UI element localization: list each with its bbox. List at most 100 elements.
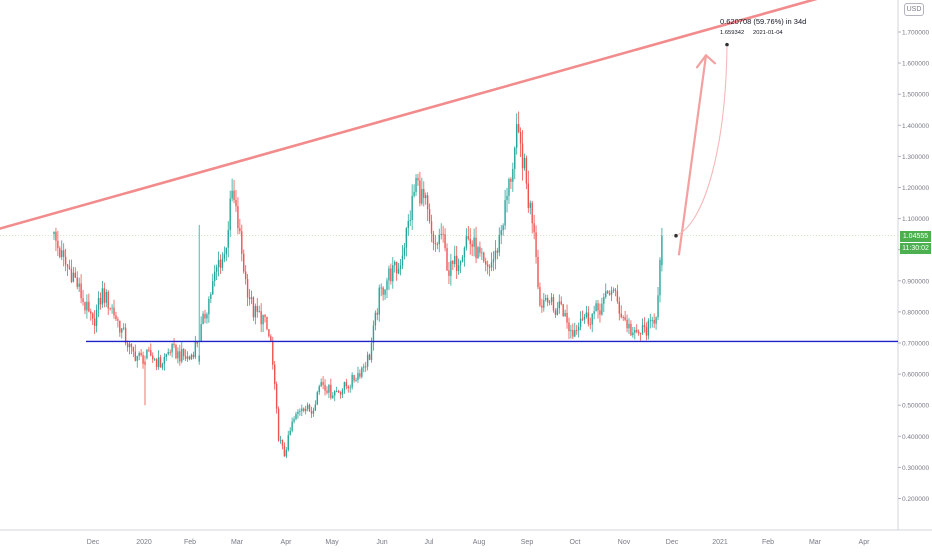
candle-body <box>266 317 268 330</box>
candle <box>641 318 644 335</box>
candle <box>320 378 322 387</box>
candle-body <box>146 349 148 359</box>
candle-body <box>574 330 576 337</box>
x-tick-label: Sep <box>521 539 534 546</box>
candle <box>84 301 86 314</box>
candle-body <box>192 354 195 358</box>
candle-body <box>57 240 59 249</box>
candle <box>587 306 590 327</box>
candle <box>428 203 431 224</box>
candle-body <box>516 124 518 148</box>
candle-body <box>270 336 272 341</box>
candle-body <box>126 343 129 348</box>
candle-body <box>618 301 621 314</box>
x-tick-label: Aug <box>473 539 486 546</box>
candle <box>258 305 260 313</box>
candle-body <box>198 355 200 362</box>
candle <box>347 385 349 393</box>
candle-body <box>386 280 388 290</box>
candle <box>221 252 224 271</box>
candle-body <box>219 259 222 268</box>
candle-body <box>636 329 638 332</box>
candle-body <box>258 311 260 312</box>
candle-body <box>581 318 584 320</box>
candle <box>525 155 528 190</box>
candle-body <box>612 289 615 291</box>
candle-body <box>279 439 282 441</box>
candle-body <box>260 311 262 325</box>
candle <box>122 323 125 331</box>
candle-body <box>639 333 642 334</box>
candle-body <box>616 290 619 302</box>
candle-body <box>349 387 351 389</box>
candle-body <box>395 261 398 274</box>
candle-body <box>204 313 206 319</box>
candle-body <box>95 309 98 326</box>
candle <box>175 343 177 360</box>
candle-body <box>423 189 425 198</box>
candle <box>574 322 576 337</box>
candle-body <box>184 356 187 359</box>
candle-body <box>297 411 299 414</box>
candle-body <box>461 257 464 262</box>
candle <box>217 251 220 277</box>
candle <box>546 294 549 307</box>
candle-body <box>235 200 237 207</box>
candle-body <box>597 303 599 311</box>
candle <box>455 245 458 279</box>
candle <box>378 284 380 322</box>
candle-body <box>124 327 127 344</box>
candle-body <box>370 343 373 360</box>
candle-body <box>293 419 295 422</box>
candle-body <box>399 265 402 269</box>
x-tick-label: 2021 <box>712 539 728 546</box>
candle <box>183 348 185 360</box>
candle <box>241 224 243 262</box>
y-tick-label: 0.800000 <box>902 309 929 316</box>
candle-body <box>206 314 208 319</box>
candle-body <box>568 322 570 332</box>
candle-body <box>99 297 102 305</box>
currency-badge[interactable]: USD <box>904 3 924 16</box>
candle-body <box>132 347 135 352</box>
candle <box>351 372 353 390</box>
candle <box>483 251 485 263</box>
candle-body <box>637 331 640 334</box>
candle-body <box>316 392 318 405</box>
candle <box>66 263 69 277</box>
candle-body <box>301 408 303 411</box>
candle <box>637 329 640 336</box>
candle-body <box>519 131 522 144</box>
candle-body <box>643 325 646 327</box>
candle <box>169 349 171 356</box>
candle <box>270 334 272 342</box>
candle <box>508 177 510 204</box>
candle-body <box>90 311 92 314</box>
candle-body <box>181 349 183 362</box>
candle-body <box>163 356 166 364</box>
candle <box>339 391 342 399</box>
candle <box>322 376 324 390</box>
candle <box>560 296 562 306</box>
candle-body <box>134 351 137 361</box>
candle-body <box>318 386 320 393</box>
candle-body <box>605 291 607 297</box>
candle-body <box>463 247 466 258</box>
candle-body <box>454 255 456 265</box>
candle <box>419 171 421 207</box>
candle <box>523 153 526 171</box>
candle <box>659 257 661 303</box>
candle-body <box>215 267 218 272</box>
candle <box>136 355 138 368</box>
candle <box>657 286 659 321</box>
candle <box>388 265 390 291</box>
candle-body <box>248 297 251 300</box>
candle-body <box>608 293 611 295</box>
candle <box>581 310 584 322</box>
candle-body <box>64 256 67 265</box>
candle-body <box>589 323 591 325</box>
candle-body <box>506 195 508 201</box>
candle <box>152 352 154 364</box>
